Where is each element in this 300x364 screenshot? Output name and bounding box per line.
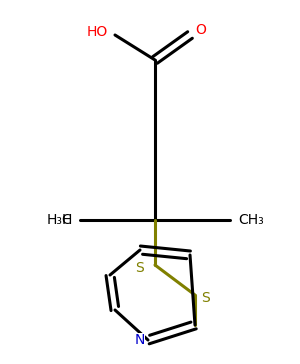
Text: CH₃: CH₃ xyxy=(238,213,264,227)
Text: S: S xyxy=(201,291,209,305)
Text: HO: HO xyxy=(87,25,108,39)
Text: N: N xyxy=(135,333,145,347)
Text: O: O xyxy=(195,23,206,37)
Text: S: S xyxy=(136,261,144,275)
Text: H: H xyxy=(61,213,72,227)
Text: H₃C: H₃C xyxy=(46,213,72,227)
